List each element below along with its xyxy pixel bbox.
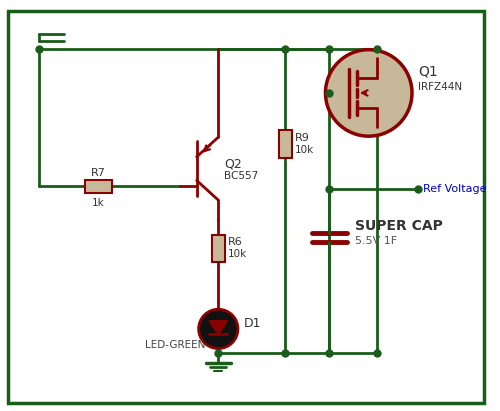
- Text: 1k: 1k: [92, 198, 104, 208]
- Text: R7: R7: [91, 168, 106, 178]
- Text: SUPER CAP: SUPER CAP: [355, 219, 443, 233]
- Text: 10k: 10k: [294, 145, 314, 155]
- Text: IRFZ44N: IRFZ44N: [418, 82, 462, 92]
- Polygon shape: [210, 321, 227, 334]
- Text: R6: R6: [228, 238, 242, 247]
- Text: 10k: 10k: [228, 249, 247, 259]
- Circle shape: [198, 309, 238, 349]
- Text: LED-GREEN: LED-GREEN: [144, 339, 205, 350]
- Text: Q1: Q1: [418, 64, 438, 78]
- Circle shape: [326, 50, 412, 136]
- Text: 5.5V 1F: 5.5V 1F: [355, 236, 397, 246]
- Bar: [279, 130, 291, 158]
- Text: R9: R9: [294, 133, 310, 143]
- Text: BC557: BC557: [224, 171, 258, 182]
- Bar: [84, 180, 112, 193]
- Bar: [212, 235, 224, 262]
- Text: D1: D1: [244, 316, 262, 330]
- Text: Q2: Q2: [224, 157, 242, 170]
- Text: Ref Voltage: Ref Voltage: [423, 184, 486, 194]
